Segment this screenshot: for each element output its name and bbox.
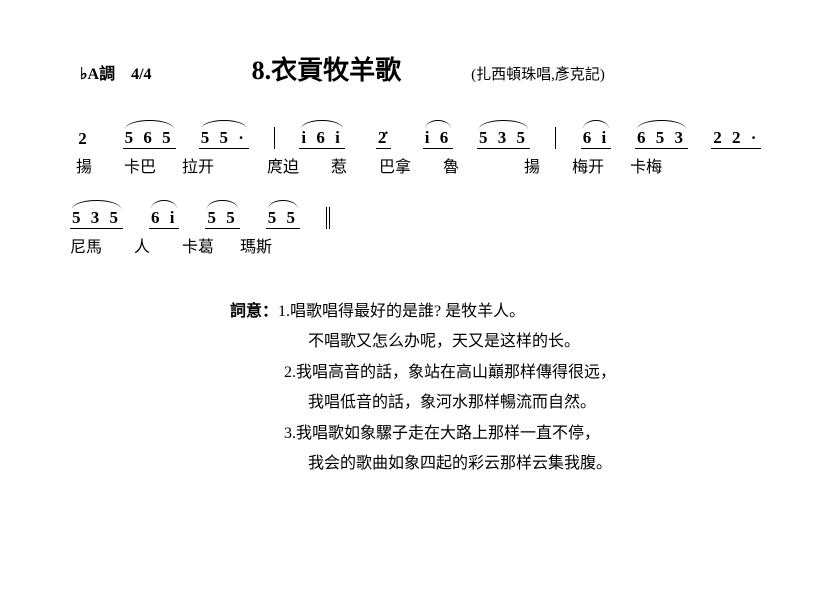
lyric: 卡梅 xyxy=(630,153,662,177)
score: 2 5 6 5 5 5 · i 6 i 2̇ i 6 5 3 5 6 i 6 5 3 2 2 · 揚… xyxy=(60,127,760,257)
slur xyxy=(268,200,298,209)
lyric: 尼馬 xyxy=(70,233,102,257)
credit: (扎西頓珠唱,彥克記) xyxy=(471,63,605,84)
note-group: 5 6 5 xyxy=(124,128,174,149)
verse-line: 我唱低音的話，象河水那样暢流而自然。 xyxy=(308,388,760,418)
lyric: 巴拿 xyxy=(379,153,411,177)
note-group: 5 3 5 xyxy=(70,208,123,229)
song-title: 8.衣貢牧羊歌 xyxy=(252,50,402,87)
score-note-line: 2 5 6 5 5 5 · i 6 i 2̇ i 6 5 3 5 6 i 6 5 3 2 2 · xyxy=(70,127,760,149)
lyric: 庹迫 xyxy=(267,153,299,177)
slur xyxy=(72,200,121,209)
slur xyxy=(479,120,528,129)
end-barline xyxy=(326,207,330,229)
note-group: 6 i xyxy=(149,208,179,229)
verses: 詞意：1.唱歌唱得最好的是誰? 是牧羊人。不唱歌又怎么办呢，天又是这样的长。2.… xyxy=(230,297,760,479)
note-group: 2̇ xyxy=(370,128,398,149)
lyric: 揚 xyxy=(518,153,546,177)
lyric: 瑪斯 xyxy=(240,233,272,257)
slur xyxy=(425,120,451,129)
note-group: 6 i xyxy=(582,128,611,149)
note-group: i 6 xyxy=(424,128,453,149)
lyric: 梅开 xyxy=(572,153,604,177)
sheet-music-page: ♭A調 4/4 8.衣貢牧羊歌 (扎西頓珠唱,彥克記) 2 5 6 5 5 5 · i… xyxy=(0,0,820,499)
barline xyxy=(274,127,275,149)
note-group: 6 5 3 xyxy=(636,128,686,149)
note-group: 2 2 · xyxy=(713,128,760,149)
note-group: 5 5 xyxy=(266,208,300,229)
verse-line: 不唱歌又怎么办呢，天又是这样的长。 xyxy=(308,327,760,357)
barline xyxy=(555,127,556,149)
slur xyxy=(201,120,247,129)
slur xyxy=(583,120,609,129)
header: ♭A調 4/4 8.衣貢牧羊歌 (扎西頓珠唱,彥克記) xyxy=(60,50,760,87)
lyric: 卡葛 xyxy=(182,233,214,257)
verse-line: 2.我唱高音的話，象站在高山巔那样傳得很远， xyxy=(230,358,760,388)
lyric: 人 xyxy=(128,233,156,257)
score-lyric-line: 揚 卡巴 拉开 庹迫 惹 巴拿 魯 揚 梅开 卡梅 xyxy=(70,153,760,177)
lyric: 魯 xyxy=(437,153,465,177)
lyric: 揚 xyxy=(70,153,98,177)
score-note-line: 5 3 5 6 i 5 5 5 5 xyxy=(70,207,760,229)
slur xyxy=(151,200,177,209)
note-group: 5 5 · xyxy=(200,128,247,149)
slur xyxy=(637,120,686,129)
note-group: i 6 i xyxy=(301,128,344,149)
note-group: 5 5 xyxy=(205,208,239,229)
verse-line: 我会的歌曲如象四起的彩云那样云集我腹。 xyxy=(308,449,760,479)
lyric: 拉开 xyxy=(182,153,214,177)
verse-line: 3.我唱歌如象騾子走在大路上那样一直不停， xyxy=(230,419,760,449)
score-lyric-line: 尼馬 人 卡葛 瑪斯 xyxy=(70,233,760,257)
slur xyxy=(207,200,237,209)
lyric: 惹 xyxy=(325,153,353,177)
verse-line: 詞意：1.唱歌唱得最好的是誰? 是牧羊人。 xyxy=(230,297,760,327)
key-signature: ♭A調 4/4 xyxy=(80,60,152,84)
lyric: 卡巴 xyxy=(124,153,156,177)
slur xyxy=(125,120,174,129)
note-group: 2 xyxy=(70,129,98,149)
note-group: 5 3 5 xyxy=(478,128,528,149)
slur xyxy=(301,120,342,129)
